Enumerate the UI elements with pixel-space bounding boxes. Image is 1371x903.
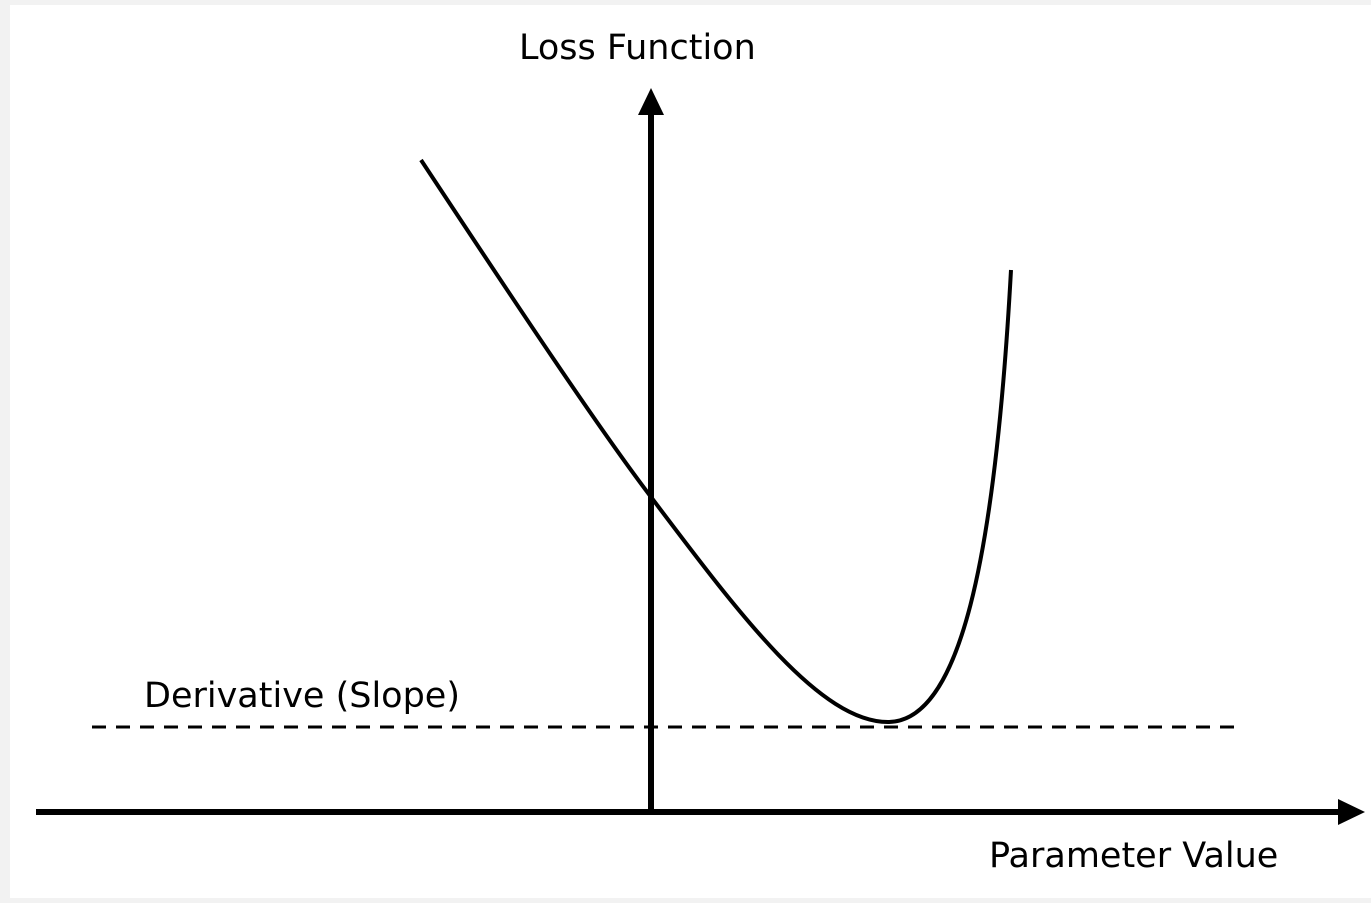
tangent-label: Derivative (Slope) <box>144 676 460 716</box>
loss-curve <box>419 158 1013 725</box>
x-axis-arrow <box>1338 799 1365 825</box>
y-axis-arrow <box>638 88 664 115</box>
x-axis-label: Parameter Value <box>989 836 1278 876</box>
canvas <box>10 5 1371 898</box>
y-axis-label: Loss Function <box>519 28 756 68</box>
